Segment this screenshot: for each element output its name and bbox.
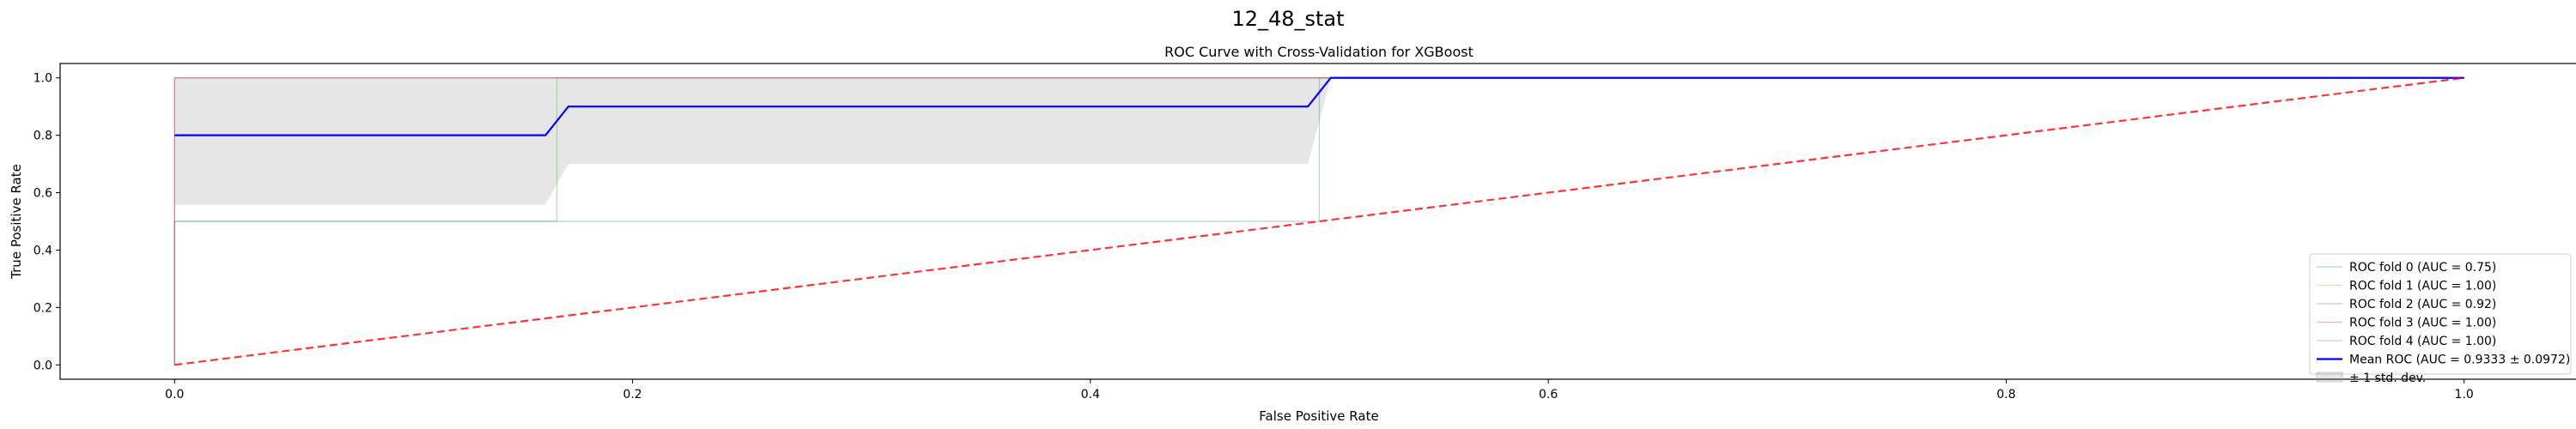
x-tick-label: 1.0 bbox=[2455, 388, 2474, 402]
x-axis-label: False Positive Rate bbox=[1259, 408, 1378, 424]
y-tick-label: 0.2 bbox=[33, 301, 52, 315]
x-tick-label: 0.0 bbox=[165, 388, 184, 402]
legend-label: ROC fold 3 (AUC = 1.00) bbox=[2349, 317, 2496, 330]
legend-box bbox=[2309, 253, 2572, 375]
x-tick-label: 0.8 bbox=[1996, 388, 2015, 402]
legend-label: ROC fold 1 (AUC = 1.00) bbox=[2349, 280, 2496, 293]
legend-label: ROC fold 0 (AUC = 0.75) bbox=[2349, 261, 2496, 275]
y-axis-label: True Positive Rate bbox=[9, 164, 24, 280]
x-tick-label: 0.2 bbox=[623, 388, 641, 402]
y-tick-label: 0.4 bbox=[33, 244, 52, 257]
x-axis-ticks: 0.0 0.2 0.4 0.6 0.8 1.0 bbox=[165, 379, 2474, 402]
legend-label: ROC fold 4 (AUC = 1.00) bbox=[2349, 335, 2496, 348]
x-tick-label: 0.6 bbox=[1539, 388, 1558, 402]
y-tick-label: 1.0 bbox=[33, 72, 52, 86]
legend-label: ± 1 std. dev. bbox=[2349, 372, 2426, 385]
legend: ROC fold 0 (AUC = 0.75) ROC fold 1 (AUC =… bbox=[2309, 253, 2572, 385]
y-axis-ticks: 0.0 0.2 0.4 0.6 0.8 1.0 bbox=[33, 72, 60, 372]
roc-fold-2-line bbox=[173, 77, 2464, 366]
axes-frame bbox=[59, 63, 2576, 380]
legend-std-swatch bbox=[2316, 372, 2343, 383]
y-tick-label: 0.0 bbox=[33, 359, 52, 372]
legend-label: Mean ROC (AUC = 0.9333 ± 0.0972) bbox=[2349, 353, 2570, 367]
mean-roc-line bbox=[174, 76, 2464, 136]
chart-title: ROC Curve with Cross-Validation for XGBo… bbox=[1164, 44, 1473, 60]
x-tick-label: 0.4 bbox=[1081, 388, 1100, 402]
figure-title: 12_48_stat bbox=[1231, 7, 1344, 31]
plot-area bbox=[173, 76, 2464, 366]
std-dev-band bbox=[174, 77, 2464, 205]
legend-label: ROC fold 2 (AUC = 0.92) bbox=[2349, 298, 2496, 311]
y-tick-label: 0.6 bbox=[33, 187, 52, 201]
y-tick-label: 0.8 bbox=[33, 130, 52, 143]
